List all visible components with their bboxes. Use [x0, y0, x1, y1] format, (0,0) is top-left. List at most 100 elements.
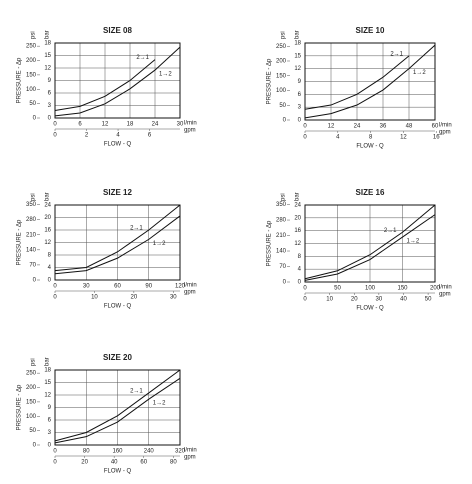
y-tick-label: 6 — [48, 418, 52, 424]
y-axis-label: PRESSURE - Δp — [17, 219, 23, 265]
x-tick-label: 150 — [397, 286, 408, 292]
y-tick-label: 6 — [48, 91, 52, 97]
x-tick-label: 0 — [53, 449, 57, 455]
x-tick-label: 24 — [152, 122, 159, 128]
x2-tick-label: 80 — [170, 460, 177, 466]
y-tick-label: 0 — [48, 278, 52, 284]
y-tick-label: 0 — [48, 443, 52, 449]
x2-tick-label: 40 — [111, 460, 118, 466]
plot-frame — [54, 369, 181, 446]
y2-tick-label: 150 — [276, 73, 287, 79]
x-axis-label: FLOW - Q — [356, 306, 384, 312]
series-label: 1→2 — [159, 72, 172, 78]
x-tick-label: 0 — [53, 284, 57, 290]
y2-tick-label: 100 — [276, 88, 287, 94]
y2-tick-label: 100 — [26, 414, 37, 420]
series-label: 2→1 — [136, 55, 149, 61]
y2-tick-label: 50 — [29, 428, 36, 434]
chart-title: SIZE 08 — [103, 26, 132, 35]
y-tick-label: 0 — [298, 118, 302, 124]
chart-title: SIZE 12 — [103, 188, 132, 197]
y-unit: bar — [45, 192, 51, 201]
y-tick-label: 24 — [294, 203, 301, 209]
y2-tick-label: 200 — [26, 385, 37, 391]
y2-tick-label: 200 — [26, 58, 37, 64]
chart-title: SIZE 16 — [356, 188, 385, 197]
x-tick-label: 160 — [112, 449, 123, 455]
x2-tick-label: 30 — [376, 297, 383, 303]
curve — [54, 377, 181, 444]
series-label: 1→2 — [407, 239, 420, 245]
chart: SIZE 12 0 4 8 12 16 20 24 0 70 140 210 280 350 0 30 60 90… — [17, 188, 197, 309]
x2-tick-label: 60 — [140, 460, 147, 466]
y2-tick-label: 50 — [29, 101, 36, 107]
y2-tick-label: 70 — [279, 264, 286, 270]
x2-tick-label: 20 — [131, 295, 138, 301]
y-unit: bar — [45, 30, 51, 39]
chart-title: SIZE 10 — [356, 26, 385, 35]
y2-tick-label: 350 — [26, 202, 37, 208]
y-tick-label: 12 — [294, 66, 301, 72]
chart-title: SIZE 20 — [103, 353, 132, 362]
x2-tick-label: 0 — [53, 295, 57, 301]
series-label: 1→2 — [153, 241, 166, 247]
x-axis-label: FLOW - Q — [104, 142, 132, 148]
x-tick-label: 120 — [175, 284, 186, 290]
x2-unit: gpm — [439, 130, 451, 136]
plot-frame — [54, 204, 181, 281]
x-unit: l/min — [439, 285, 452, 291]
x2-tick-label: 40 — [400, 297, 407, 303]
y-axis-label: PRESSURE - Δp — [267, 220, 273, 266]
x2-tick-label: 20 — [351, 297, 358, 303]
x-tick-label: 30 — [83, 284, 90, 290]
curve — [54, 59, 156, 111]
y2-tick-label: 140 — [26, 247, 37, 253]
curve — [304, 55, 410, 110]
curve — [54, 204, 181, 272]
curve — [54, 215, 181, 275]
y2-tick-label: 140 — [276, 249, 287, 255]
y-axis-label: PRESSURE - Δp — [17, 57, 23, 103]
x2-tick-label: 0 — [303, 297, 307, 303]
x-tick-label: 6 — [78, 122, 82, 128]
y-tick-label: 9 — [48, 78, 52, 84]
y-tick-label: 3 — [48, 103, 52, 109]
y2-tick-label: 100 — [26, 87, 37, 93]
y-tick-label: 15 — [294, 53, 301, 59]
plot-frame — [304, 42, 436, 121]
y2-unit: psi — [31, 358, 37, 366]
y2-tick-label: 280 — [276, 218, 287, 224]
x2-unit: gpm — [184, 128, 196, 134]
x2-tick-label: 12 — [400, 135, 407, 141]
y-tick-label: 8 — [48, 253, 52, 259]
x-unit: l/min — [184, 283, 197, 289]
y-tick-label: 4 — [48, 265, 52, 271]
x-tick-label: 60 — [432, 124, 439, 130]
y-tick-label: 12 — [44, 240, 51, 246]
curve — [54, 369, 181, 442]
y-axis-label: PRESSURE - Δp — [17, 384, 23, 430]
x-tick-label: 50 — [334, 286, 341, 292]
y-tick-label: 18 — [44, 41, 51, 47]
y2-tick-label: 70 — [29, 262, 36, 268]
y-tick-label: 24 — [44, 203, 51, 209]
x-tick-label: 80 — [83, 449, 90, 455]
x-tick-label: 18 — [127, 122, 134, 128]
x-tick-label: 12 — [328, 124, 335, 130]
x2-tick-label: 50 — [425, 297, 432, 303]
x-tick-label: 200 — [430, 286, 441, 292]
x2-tick-label: 6 — [148, 133, 152, 139]
x2-tick-label: 0 — [53, 133, 57, 139]
x2-unit: gpm — [184, 290, 196, 296]
x-axis-label: FLOW - Q — [104, 469, 132, 475]
x2-tick-label: 8 — [369, 135, 373, 141]
series-label: 2→1 — [384, 228, 397, 234]
x2-tick-label: 16 — [433, 135, 440, 141]
y-tick-label: 18 — [294, 41, 301, 47]
x-axis-label: FLOW - Q — [104, 304, 132, 310]
x-unit: l/min — [184, 448, 197, 454]
x-tick-label: 320 — [175, 449, 186, 455]
x2-unit: gpm — [184, 455, 196, 461]
